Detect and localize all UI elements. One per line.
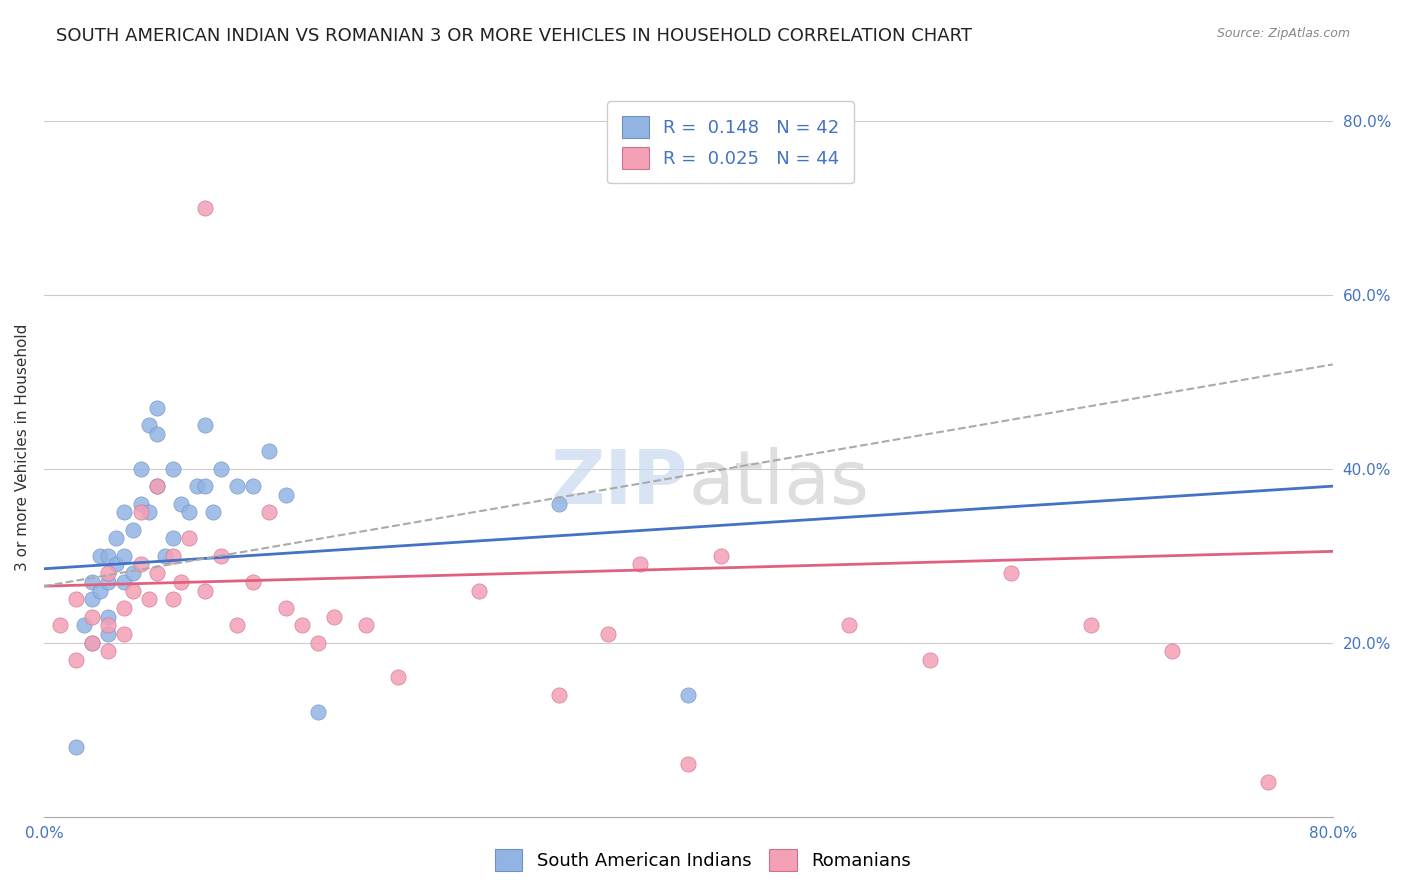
- Point: [153, 549, 176, 563]
- Point: [354, 618, 377, 632]
- Y-axis label: 3 or more Vehicles in Household: 3 or more Vehicles in Household: [15, 323, 30, 571]
- Point: [129, 558, 152, 572]
- Point: [97, 609, 120, 624]
- Point: [242, 574, 264, 589]
- Point: [918, 653, 941, 667]
- Point: [177, 532, 200, 546]
- Point: [291, 618, 314, 632]
- Point: [226, 479, 249, 493]
- Text: ZIP: ZIP: [551, 448, 689, 520]
- Point: [97, 627, 120, 641]
- Point: [65, 739, 87, 754]
- Point: [97, 566, 120, 581]
- Point: [242, 479, 264, 493]
- Point: [548, 497, 571, 511]
- Point: [170, 497, 193, 511]
- Point: [1000, 566, 1022, 581]
- Point: [138, 505, 160, 519]
- Point: [121, 523, 143, 537]
- Point: [121, 566, 143, 581]
- Legend: R =  0.148   N = 42, R =  0.025   N = 44: R = 0.148 N = 42, R = 0.025 N = 44: [607, 102, 853, 183]
- Point: [82, 592, 104, 607]
- Point: [145, 479, 167, 493]
- Point: [82, 609, 104, 624]
- Point: [162, 532, 184, 546]
- Point: [202, 505, 225, 519]
- Point: [114, 549, 136, 563]
- Point: [307, 635, 329, 649]
- Point: [226, 618, 249, 632]
- Point: [129, 505, 152, 519]
- Point: [209, 462, 232, 476]
- Point: [145, 566, 167, 581]
- Point: [596, 627, 619, 641]
- Point: [114, 505, 136, 519]
- Point: [82, 574, 104, 589]
- Text: Source: ZipAtlas.com: Source: ZipAtlas.com: [1216, 27, 1350, 40]
- Point: [259, 444, 281, 458]
- Point: [274, 488, 297, 502]
- Point: [548, 688, 571, 702]
- Point: [259, 505, 281, 519]
- Point: [114, 574, 136, 589]
- Point: [1080, 618, 1102, 632]
- Point: [628, 558, 651, 572]
- Point: [82, 635, 104, 649]
- Point: [194, 583, 217, 598]
- Point: [162, 592, 184, 607]
- Point: [121, 583, 143, 598]
- Point: [194, 418, 217, 433]
- Point: [145, 479, 167, 493]
- Point: [387, 670, 409, 684]
- Point: [138, 592, 160, 607]
- Point: [129, 462, 152, 476]
- Text: atlas: atlas: [689, 448, 869, 520]
- Point: [97, 618, 120, 632]
- Point: [65, 592, 87, 607]
- Point: [105, 532, 128, 546]
- Point: [49, 618, 72, 632]
- Point: [322, 609, 344, 624]
- Point: [274, 600, 297, 615]
- Point: [162, 462, 184, 476]
- Point: [114, 627, 136, 641]
- Point: [194, 479, 217, 493]
- Point: [838, 618, 860, 632]
- Point: [97, 549, 120, 563]
- Point: [162, 549, 184, 563]
- Point: [97, 644, 120, 658]
- Point: [145, 427, 167, 442]
- Point: [105, 558, 128, 572]
- Point: [138, 418, 160, 433]
- Point: [89, 583, 111, 598]
- Text: SOUTH AMERICAN INDIAN VS ROMANIAN 3 OR MORE VEHICLES IN HOUSEHOLD CORRELATION CH: SOUTH AMERICAN INDIAN VS ROMANIAN 3 OR M…: [56, 27, 972, 45]
- Point: [709, 549, 731, 563]
- Point: [170, 574, 193, 589]
- Point: [145, 401, 167, 415]
- Point: [678, 757, 700, 772]
- Point: [1257, 774, 1279, 789]
- Point: [129, 497, 152, 511]
- Point: [194, 201, 217, 215]
- Point: [97, 574, 120, 589]
- Point: [114, 600, 136, 615]
- Point: [73, 618, 96, 632]
- Point: [307, 705, 329, 719]
- Point: [678, 688, 700, 702]
- Point: [82, 635, 104, 649]
- Point: [1160, 644, 1182, 658]
- Legend: South American Indians, Romanians: South American Indians, Romanians: [488, 842, 918, 879]
- Point: [89, 549, 111, 563]
- Point: [65, 653, 87, 667]
- Point: [468, 583, 491, 598]
- Point: [177, 505, 200, 519]
- Point: [186, 479, 208, 493]
- Point: [209, 549, 232, 563]
